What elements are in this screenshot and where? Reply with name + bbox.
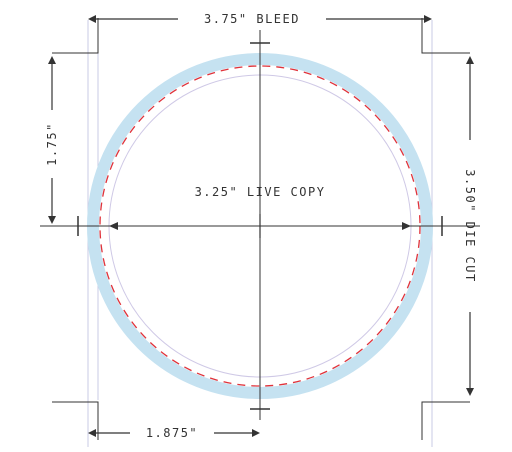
- live-copy-dimension: [109, 222, 411, 230]
- width-half-dimension: [88, 429, 260, 437]
- crop-mark-bottom-right: [421, 401, 470, 440]
- crop-mark-top-left: [52, 18, 99, 54]
- width-half-label: 1.875": [146, 426, 198, 440]
- bleed-dimension: [88, 15, 432, 23]
- crop-marks: [52, 18, 470, 440]
- height-half-label: 1.75": [45, 122, 59, 166]
- bleed-label: 3.75" BLEED: [204, 12, 300, 26]
- edge-tick-marks: [77, 42, 443, 410]
- live-copy-label: 3.25" LIVE COPY: [195, 185, 326, 199]
- die-cut-label: 3.50" DIE CUT: [463, 169, 477, 282]
- crop-mark-top-right: [421, 18, 470, 54]
- die-cut-dimension: [466, 56, 474, 396]
- crop-mark-bottom-left: [52, 401, 99, 440]
- height-half-dimension: [48, 56, 56, 224]
